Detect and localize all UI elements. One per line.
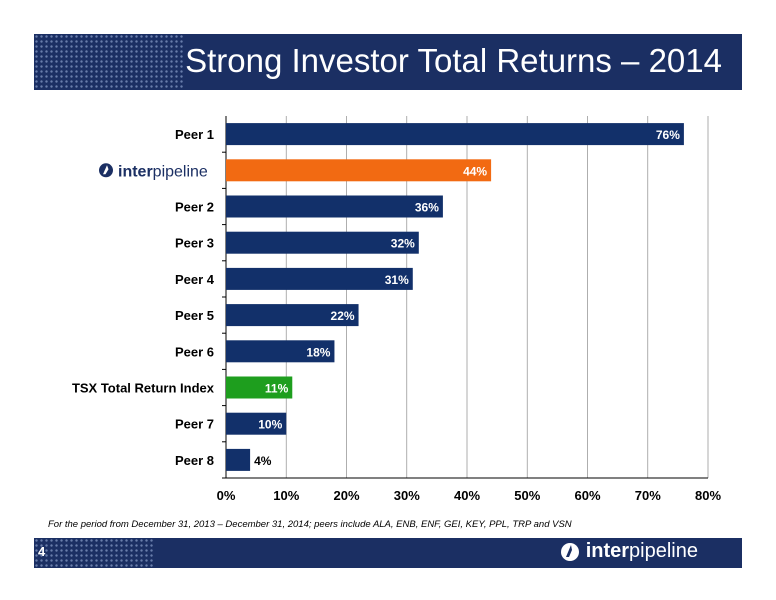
bar-2 — [226, 195, 443, 218]
footer-logo-inter: inter — [585, 540, 630, 562]
bar-6 — [226, 340, 335, 363]
bar-5 — [226, 304, 359, 327]
footer-dot-pattern — [34, 538, 154, 568]
value-label: 36% — [415, 201, 439, 215]
category-label: Peer 3 — [175, 236, 214, 251]
x-tick-label: 30% — [394, 488, 420, 503]
value-label: 11% — [265, 382, 289, 396]
category-label: Peer 5 — [175, 308, 214, 323]
footer-bar: 4 interpipeline — [34, 538, 742, 568]
footer-logo-pipeline: pipeline — [629, 540, 698, 562]
footnote: For the period from December 31, 2013 – … — [48, 519, 572, 530]
category-label: Peer 7 — [175, 417, 214, 432]
category-label: Peer 1 — [175, 127, 214, 142]
x-tick-label: 60% — [574, 488, 600, 503]
x-tick-label: 20% — [333, 488, 359, 503]
x-tick-label: 0% — [217, 488, 236, 503]
value-label: 10% — [258, 418, 282, 432]
inter-pipeline-logo-icon — [561, 542, 580, 561]
value-label: 18% — [306, 345, 330, 359]
bar-4 — [226, 267, 413, 290]
category-label: interpipeline — [118, 163, 208, 180]
bar-1 — [226, 159, 492, 182]
value-label: 44% — [463, 164, 487, 178]
banner-dot-pattern — [34, 34, 184, 90]
chart-labels: 0% 10% 20% 30% 40% 50% 60% 70% 80% 76% Peer 1 44% in… — [72, 127, 722, 503]
bar-8 — [226, 412, 287, 435]
category-label-logo: interpipeline — [99, 163, 208, 180]
footer-logo: interpipeline — [560, 540, 698, 563]
slide-number: 4 — [38, 544, 46, 559]
value-label: 4% — [254, 454, 272, 468]
title-banner: Strong Investor Total Returns – 2014 — [34, 34, 742, 90]
category-label: Peer 2 — [175, 200, 214, 215]
value-label: 31% — [385, 273, 409, 287]
x-tick-label: 40% — [454, 488, 480, 503]
x-tick-label: 70% — [635, 488, 661, 503]
value-label: 22% — [331, 309, 355, 323]
category-label: Peer 8 — [175, 453, 214, 468]
category-label: Peer 6 — [175, 344, 214, 359]
value-label: 32% — [391, 237, 415, 251]
bar-3 — [226, 231, 419, 254]
value-label: 76% — [656, 128, 680, 142]
logo-flame-shape — [103, 165, 109, 175]
x-tick-label: 10% — [273, 488, 299, 503]
bar-0 — [226, 123, 684, 146]
x-tick-label: 80% — [695, 488, 721, 503]
category-label: TSX Total Return Index — [72, 381, 215, 396]
category-label: Peer 4 — [175, 272, 215, 287]
bar-7 — [226, 376, 293, 399]
chart-bars — [226, 123, 684, 471]
bar-9 — [226, 448, 251, 471]
x-tick-label: 50% — [514, 488, 540, 503]
page-title: Strong Investor Total Returns – 2014 — [185, 42, 722, 79]
